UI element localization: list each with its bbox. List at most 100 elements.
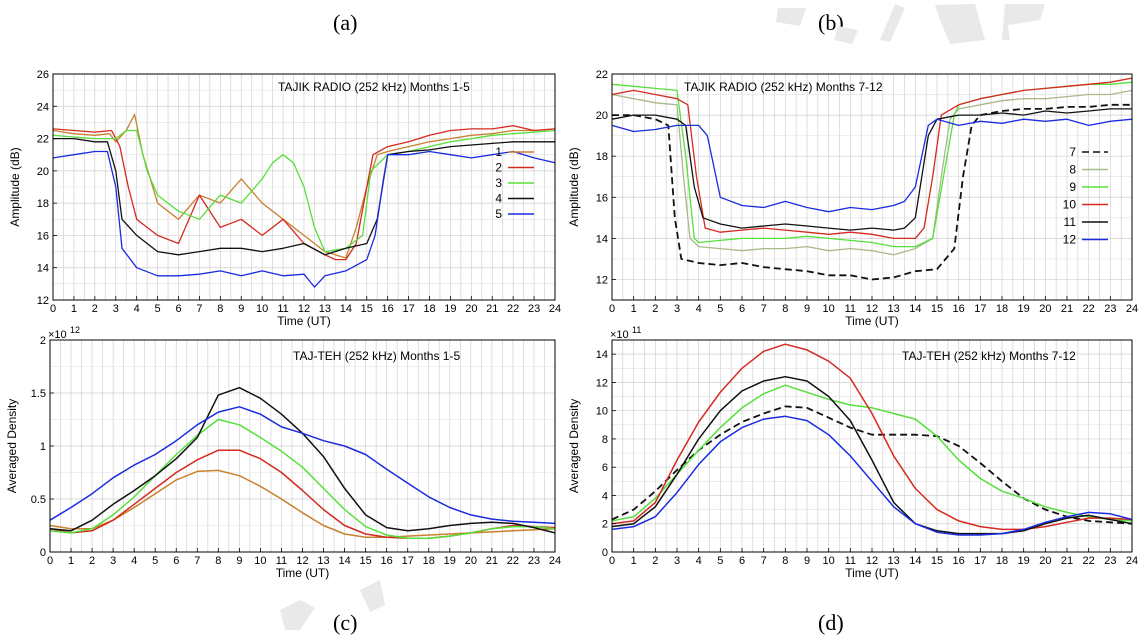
panel-d-caption: (d) bbox=[818, 610, 844, 635]
x-tick-label: 21 bbox=[486, 555, 498, 567]
x-tick-label: 17 bbox=[974, 303, 986, 315]
chart-title: TAJIK RADIO (252 kHz) Months 7-12 bbox=[684, 80, 883, 94]
series-line-3 bbox=[49, 418, 556, 539]
panel-a-caption: (a) bbox=[333, 10, 358, 35]
x-tick-label: 21 bbox=[1061, 555, 1073, 567]
x-tick-label: 2 bbox=[89, 555, 95, 567]
x-tick-label: 0 bbox=[50, 303, 56, 315]
chart-panel-c: 0 1 2 3 4 5 6 7 8 9 10 11 12 13 14 15 16 17 18 19 20 21 22 23 24… bbox=[5, 325, 561, 580]
legend-entry-label: 10 bbox=[1063, 198, 1077, 212]
x-tick-label: 24 bbox=[549, 555, 561, 567]
x-tick-label: 16 bbox=[953, 303, 965, 315]
x-tick-label: 0 bbox=[609, 303, 615, 315]
x-tick-label: 2 bbox=[92, 303, 98, 315]
y-tick-label: 26 bbox=[37, 69, 49, 81]
x-tick-label: 20 bbox=[1039, 555, 1051, 567]
y-tick-label: 8 bbox=[602, 434, 608, 446]
y-tick-label: 1.5 bbox=[31, 388, 46, 400]
x-tick-label: 22 bbox=[1083, 555, 1095, 567]
series-line-5 bbox=[52, 150, 556, 288]
x-tick-label: 5 bbox=[155, 303, 161, 315]
y-tick-label: 2 bbox=[602, 519, 608, 531]
legend-entry-label: 8 bbox=[1069, 163, 1076, 177]
x-tick-label: 22 bbox=[507, 303, 519, 315]
x-tick-label: 9 bbox=[238, 303, 244, 315]
x-tick-label: 13 bbox=[888, 303, 900, 315]
x-tick-label: 23 bbox=[1104, 303, 1116, 315]
x-tick-label: 20 bbox=[465, 555, 477, 567]
y-tick-label: 22 bbox=[37, 134, 49, 146]
y-tick-label: 4 bbox=[602, 490, 608, 502]
chart-title: TAJ-TEH (252 kHz) Months 1-5 bbox=[293, 349, 460, 363]
x-axis-label: Time (UT) bbox=[845, 314, 899, 328]
x-tick-label: 3 bbox=[674, 303, 680, 315]
exponent-power: 11 bbox=[632, 325, 641, 335]
x-tick-label: 20 bbox=[1039, 303, 1051, 315]
x-tick-label: 4 bbox=[696, 555, 702, 567]
x-tick-label: 7 bbox=[761, 303, 767, 315]
x-tick-label: 15 bbox=[931, 303, 943, 315]
x-tick-label: 21 bbox=[486, 303, 498, 315]
x-tick-label: 11 bbox=[277, 303, 288, 315]
y-tick-label: 2 bbox=[40, 335, 46, 347]
y-tick-label: 20 bbox=[37, 166, 49, 178]
x-tick-label: 12 bbox=[866, 303, 878, 315]
y-tick-label: 12 bbox=[37, 295, 49, 307]
x-tick-label: 2 bbox=[652, 303, 658, 315]
legend-entry-label: 3 bbox=[495, 176, 502, 190]
y-tick-label: 22 bbox=[596, 69, 608, 81]
x-tick-label: 10 bbox=[823, 555, 835, 567]
x-tick-label: 23 bbox=[1104, 555, 1116, 567]
x-tick-label: 15 bbox=[360, 555, 372, 567]
x-tick-label: 14 bbox=[338, 555, 350, 567]
x-tick-label: 1 bbox=[631, 555, 637, 567]
x-tick-label: 23 bbox=[528, 303, 540, 315]
y-tick-label: 14 bbox=[37, 263, 49, 275]
series-line-4 bbox=[53, 137, 555, 256]
y-tick-label: 14 bbox=[596, 349, 608, 361]
y-tick-label: 6 bbox=[602, 462, 608, 474]
x-tick-label: 10 bbox=[254, 555, 266, 567]
x-tick-label: 1 bbox=[68, 555, 74, 567]
x-tick-label: 14 bbox=[909, 303, 921, 315]
x-tick-label: 13 bbox=[888, 555, 900, 567]
x-tick-label: 11 bbox=[845, 303, 856, 315]
x-tick-label: 18 bbox=[423, 303, 435, 315]
x-tick-label: 8 bbox=[217, 303, 223, 315]
chart-panel-b: 0 1 2 3 4 5 6 7 8 9 10 11 12 13 14 15 16 17 18 19 20 21 22 23 24… bbox=[567, 69, 1138, 328]
y-tick-label: 16 bbox=[37, 230, 49, 242]
chart-panel-d: 0 1 2 3 4 5 6 7 8 9 10 11 12 13 14 15 16 17 18 19 20 21 22 23 24… bbox=[567, 325, 1138, 580]
x-tick-label: 16 bbox=[382, 303, 394, 315]
x-tick-label: 7 bbox=[194, 555, 200, 567]
gridlines bbox=[49, 339, 556, 553]
series-line-9 bbox=[611, 384, 1133, 522]
x-tick-label: 12 bbox=[298, 303, 310, 315]
x-tick-label: 14 bbox=[340, 303, 352, 315]
legend-entry-label: 12 bbox=[1063, 233, 1077, 247]
x-tick-label: 7 bbox=[196, 303, 202, 315]
series-line-11 bbox=[611, 375, 1133, 535]
x-axis-label: Time (UT) bbox=[845, 566, 899, 580]
x-tick-label: 9 bbox=[804, 555, 810, 567]
chart-title: TAJIK RADIO (252 kHz) Months 1-5 bbox=[278, 80, 470, 94]
x-tick-label: 6 bbox=[175, 303, 181, 315]
x-tick-label: 6 bbox=[739, 555, 745, 567]
watermark-graphic bbox=[280, 4, 1045, 630]
x-tick-label: 24 bbox=[549, 303, 561, 315]
series-line-7 bbox=[612, 103, 1132, 281]
x-tick-label: 6 bbox=[173, 555, 179, 567]
x-tick-label: 0 bbox=[609, 555, 615, 567]
y-axis-label: Amplitude (dB) bbox=[567, 147, 581, 226]
x-tick-label: 9 bbox=[236, 555, 242, 567]
chart-title: TAJ-TEH (252 kHz) Months 7-12 bbox=[902, 349, 1076, 363]
x-tick-label: 9 bbox=[804, 303, 810, 315]
x-tick-label: 24 bbox=[1126, 303, 1138, 315]
legend-entry-label: 1 bbox=[495, 145, 502, 159]
x-axis-label: Time (UT) bbox=[276, 566, 330, 580]
x-tick-label: 12 bbox=[296, 555, 308, 567]
series-line-11 bbox=[611, 108, 1132, 231]
series-line-10 bbox=[611, 343, 1133, 531]
legend: 1 23 45 bbox=[495, 145, 534, 221]
